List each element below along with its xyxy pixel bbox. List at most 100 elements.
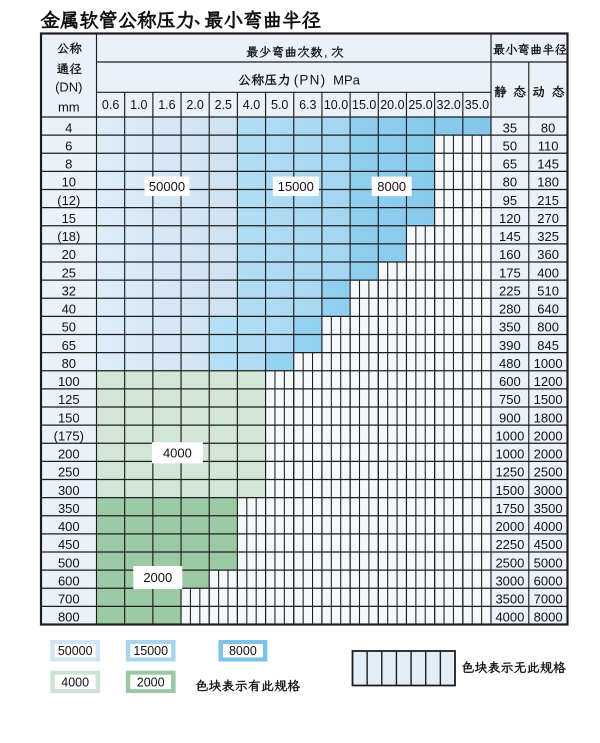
svg-text:40: 40 xyxy=(62,302,76,317)
svg-text:325: 325 xyxy=(537,229,559,244)
svg-text:180: 180 xyxy=(537,175,559,190)
svg-text:65: 65 xyxy=(503,157,517,172)
svg-text:1800: 1800 xyxy=(534,410,563,425)
svg-text:4500: 4500 xyxy=(534,537,563,552)
svg-text:20: 20 xyxy=(62,247,76,262)
svg-text:3000: 3000 xyxy=(534,483,563,498)
svg-text:2.0: 2.0 xyxy=(186,98,203,112)
svg-text:(DN): (DN) xyxy=(55,80,82,95)
svg-text:8000: 8000 xyxy=(229,644,257,658)
svg-text:600: 600 xyxy=(499,374,521,389)
svg-text:2000: 2000 xyxy=(495,519,524,534)
svg-text:1200: 1200 xyxy=(534,374,563,389)
svg-text:200: 200 xyxy=(58,447,80,462)
svg-text:3500: 3500 xyxy=(495,592,524,607)
svg-text:4000: 4000 xyxy=(61,675,89,689)
svg-text:35: 35 xyxy=(503,120,517,135)
svg-text:160: 160 xyxy=(499,247,521,262)
svg-text:350: 350 xyxy=(58,501,80,516)
svg-text:110: 110 xyxy=(538,139,559,154)
svg-text:50: 50 xyxy=(62,320,76,335)
svg-text:50000: 50000 xyxy=(58,644,93,658)
svg-text:845: 845 xyxy=(537,338,559,353)
svg-text:700: 700 xyxy=(58,592,80,607)
svg-text:32.0: 32.0 xyxy=(437,98,461,112)
svg-text:640: 640 xyxy=(537,302,559,317)
svg-text:1250: 1250 xyxy=(495,465,524,480)
svg-text:215: 215 xyxy=(537,193,559,208)
svg-text:95: 95 xyxy=(503,193,517,208)
svg-text:2250: 2250 xyxy=(495,537,524,552)
svg-text:400: 400 xyxy=(537,265,559,280)
svg-text:300: 300 xyxy=(58,483,80,498)
svg-text:1.0: 1.0 xyxy=(130,98,147,112)
svg-text:mm: mm xyxy=(58,100,80,115)
svg-text:15000: 15000 xyxy=(278,179,314,194)
svg-text:15: 15 xyxy=(62,211,76,226)
svg-text:2500: 2500 xyxy=(495,555,524,570)
svg-text:2000: 2000 xyxy=(534,429,563,444)
svg-text:600: 600 xyxy=(58,574,80,589)
svg-text:2.5: 2.5 xyxy=(215,98,232,112)
svg-text:10.0: 10.0 xyxy=(324,98,348,112)
svg-text:125: 125 xyxy=(58,392,80,407)
svg-text:50000: 50000 xyxy=(149,179,185,194)
svg-text:35.0: 35.0 xyxy=(465,98,489,112)
svg-text:25.0: 25.0 xyxy=(408,98,432,112)
svg-text:150: 150 xyxy=(58,410,80,425)
svg-text:80: 80 xyxy=(503,175,517,190)
svg-text:6: 6 xyxy=(65,139,72,154)
svg-text:4000: 4000 xyxy=(534,519,563,534)
svg-text:32: 32 xyxy=(62,284,76,299)
svg-text:5000: 5000 xyxy=(534,555,563,570)
svg-text:(18): (18) xyxy=(57,229,80,244)
svg-text:15.0: 15.0 xyxy=(352,98,376,112)
svg-text:3000: 3000 xyxy=(495,574,524,589)
svg-text:5.0: 5.0 xyxy=(271,98,288,112)
svg-text:3500: 3500 xyxy=(534,501,563,516)
svg-text:20.0: 20.0 xyxy=(380,98,404,112)
svg-text:(PN): (PN) xyxy=(294,72,327,87)
svg-text:1.6: 1.6 xyxy=(158,98,175,112)
svg-text:2000: 2000 xyxy=(137,675,165,689)
svg-text:(12): (12) xyxy=(57,193,80,208)
svg-text:1000: 1000 xyxy=(495,447,524,462)
svg-text:250: 250 xyxy=(58,465,80,480)
svg-text:175: 175 xyxy=(499,265,521,280)
svg-text:900: 900 xyxy=(499,410,521,425)
svg-text:80: 80 xyxy=(541,120,555,135)
svg-text:750: 750 xyxy=(499,392,521,407)
svg-text:8000: 8000 xyxy=(534,610,563,625)
svg-text:1000: 1000 xyxy=(534,356,563,371)
svg-text:80: 80 xyxy=(62,356,76,371)
svg-text:(175): (175) xyxy=(54,429,84,444)
svg-text:4000: 4000 xyxy=(495,610,524,625)
svg-text:2000: 2000 xyxy=(143,570,172,585)
svg-text:65: 65 xyxy=(62,338,76,353)
svg-text:6.3: 6.3 xyxy=(299,98,316,112)
svg-text:1000: 1000 xyxy=(495,429,524,444)
svg-text:1750: 1750 xyxy=(495,501,524,516)
svg-text:510: 510 xyxy=(537,284,559,299)
svg-text:2500: 2500 xyxy=(534,465,563,480)
svg-text:280: 280 xyxy=(499,302,521,317)
svg-text:120: 120 xyxy=(499,211,521,226)
svg-text:MPa: MPa xyxy=(333,72,361,87)
svg-text:15000: 15000 xyxy=(133,644,168,658)
svg-text:390: 390 xyxy=(499,338,521,353)
svg-text:50: 50 xyxy=(503,139,517,154)
svg-text:1500: 1500 xyxy=(495,483,524,498)
svg-text:6000: 6000 xyxy=(534,574,563,589)
svg-text:450: 450 xyxy=(58,537,80,552)
svg-text:500: 500 xyxy=(58,555,80,570)
svg-text:25: 25 xyxy=(62,265,76,280)
svg-text:270: 270 xyxy=(537,211,559,226)
svg-text:10: 10 xyxy=(62,175,76,190)
svg-text:2000: 2000 xyxy=(534,447,563,462)
svg-text:,: , xyxy=(324,44,328,59)
svg-text:1500: 1500 xyxy=(534,392,563,407)
svg-text:800: 800 xyxy=(537,320,559,335)
svg-text:350: 350 xyxy=(499,320,521,335)
svg-text:4000: 4000 xyxy=(163,446,192,461)
svg-text:145: 145 xyxy=(537,157,559,172)
